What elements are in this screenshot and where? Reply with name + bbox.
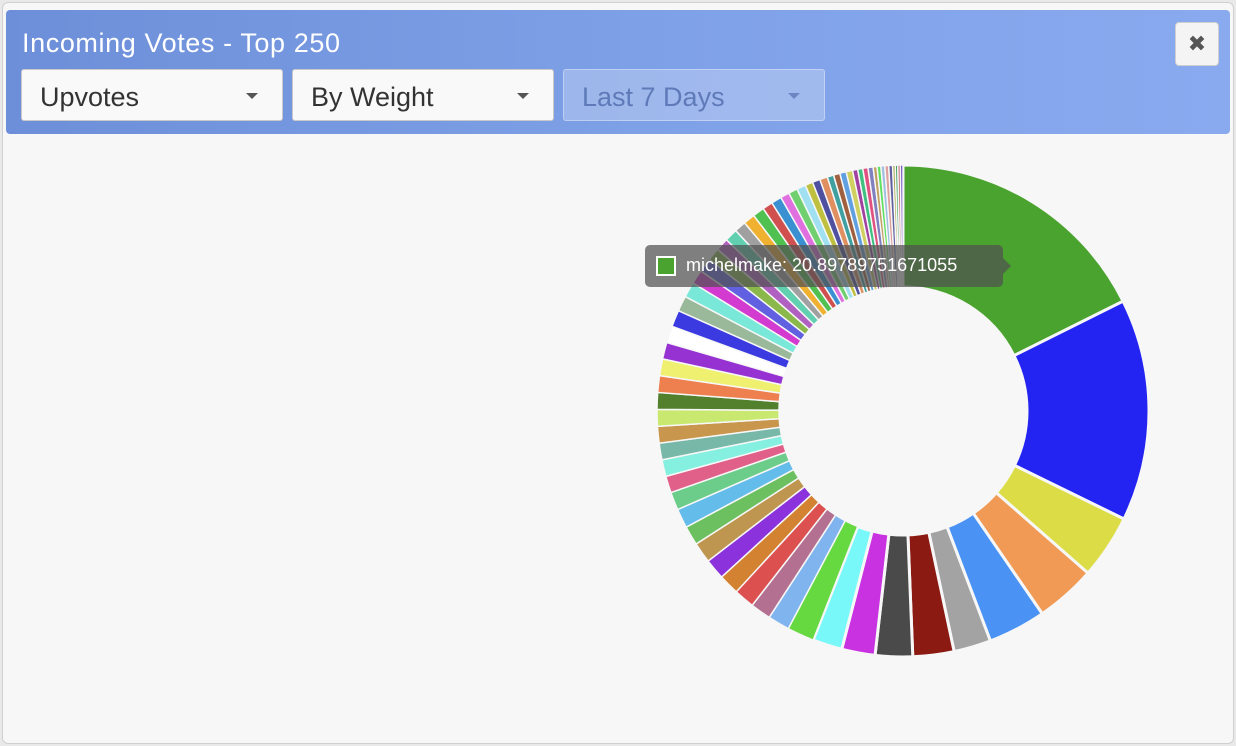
time-range-value: Last 7 Days (582, 82, 725, 112)
votes-donut-chart[interactable] (3, 3, 1233, 743)
donut-slice-highlighted[interactable] (901, 163, 1126, 358)
chevron-down-icon (517, 93, 529, 99)
tooltip-color-swatch (656, 256, 676, 276)
donut-slice[interactable] (1011, 299, 1151, 522)
chevron-down-icon (788, 93, 800, 99)
close-button[interactable]: ✖ (1175, 22, 1219, 66)
close-icon: ✖ (1187, 31, 1207, 56)
sort-by-select[interactable]: By Weight (292, 69, 554, 121)
vote-type-value: Upvotes (40, 82, 140, 112)
time-range-select[interactable]: Last 7 Days (563, 69, 825, 121)
chart-tooltip: michelmake: 20.89789751671055 (645, 245, 1011, 287)
vote-type-select[interactable]: Upvotes (21, 69, 283, 121)
dialog-title: Incoming Votes - Top 250 (22, 28, 341, 58)
chevron-down-icon (246, 93, 258, 99)
sort-by-value: By Weight (311, 82, 434, 112)
tooltip-text: michelmake: 20.89789751671055 (686, 255, 958, 275)
dialog-header: Incoming Votes - Top 250 ✖ Upvotes By We… (6, 10, 1230, 134)
